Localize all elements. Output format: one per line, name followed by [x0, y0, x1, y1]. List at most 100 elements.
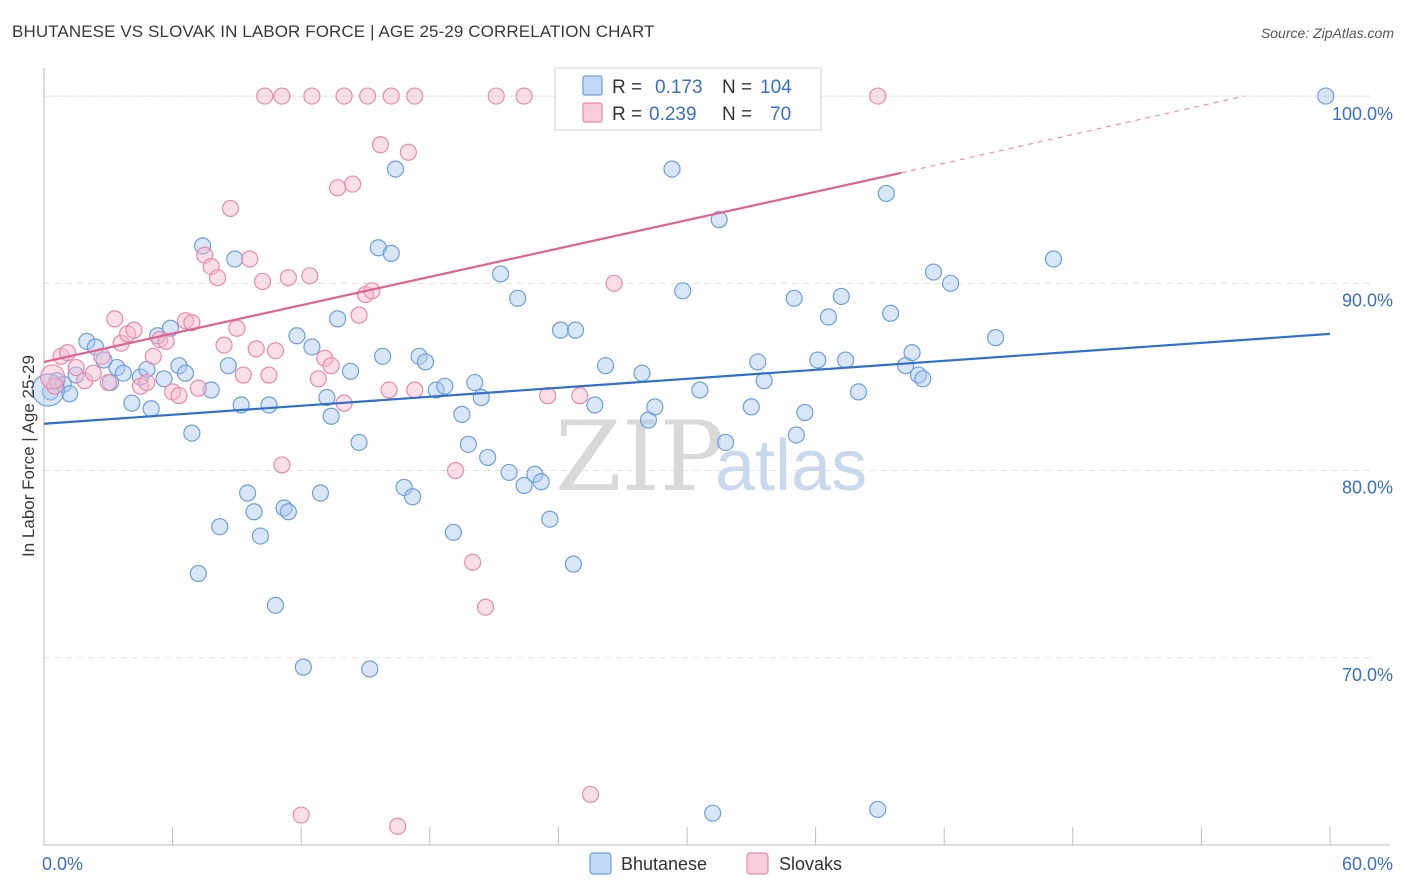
watermark-atlas: atlas — [715, 426, 867, 506]
x-tick-label-min: 0.0% — [42, 854, 83, 874]
legend-r-value-2: 0.239 — [649, 104, 697, 125]
series-legend: Bhutanese Slovaks — [589, 852, 842, 875]
data-point — [144, 347, 162, 365]
data-point — [787, 426, 805, 444]
data-point — [459, 435, 477, 453]
data-point — [142, 400, 160, 418]
data-point — [46, 377, 64, 395]
legend-r-label-2: R = — [612, 104, 642, 125]
data-point — [341, 362, 360, 380]
data-point — [399, 143, 417, 161]
watermark: ZIP atlas — [555, 401, 867, 513]
data-point — [359, 87, 377, 105]
data-point — [303, 338, 321, 356]
source-credit: Source: ZipAtlas.com — [1260, 25, 1394, 41]
data-point — [311, 484, 330, 502]
data-point — [819, 308, 838, 326]
data-point — [406, 381, 424, 399]
data-point — [61, 385, 79, 403]
data-point — [877, 184, 895, 203]
data-point — [633, 364, 651, 382]
data-point — [176, 364, 195, 382]
data-point — [288, 327, 306, 345]
data-point — [849, 383, 868, 401]
legend-n-label-2: N = — [722, 104, 752, 125]
data-point — [380, 381, 398, 399]
data-point — [245, 503, 263, 521]
data-point — [371, 136, 390, 154]
data-point — [176, 312, 195, 330]
data-point — [903, 343, 921, 362]
data-point — [209, 269, 227, 287]
legend-swatch-bhutanese — [582, 75, 603, 96]
series-slovaks-points — [39, 87, 887, 835]
axes — [43, 68, 1390, 846]
data-point — [564, 555, 583, 573]
data-point — [987, 329, 1005, 347]
data-point — [292, 806, 310, 824]
data-point — [605, 274, 623, 292]
data-point — [755, 372, 773, 390]
data-point — [219, 357, 237, 375]
data-point — [581, 785, 600, 804]
data-point-cluster — [39, 364, 66, 390]
data-point — [228, 319, 246, 337]
data-point — [479, 448, 497, 467]
data-point — [189, 564, 207, 583]
data-point — [382, 244, 400, 262]
data-point — [453, 405, 471, 423]
data-point — [303, 87, 321, 105]
data-point — [138, 373, 156, 392]
data-point — [361, 660, 379, 678]
data-point — [509, 289, 527, 307]
data-point — [487, 87, 505, 105]
data-point — [541, 510, 559, 528]
data-point — [254, 272, 272, 291]
data-point — [329, 179, 347, 197]
data-point — [646, 398, 664, 416]
data-point — [350, 306, 368, 324]
data-point — [515, 87, 533, 105]
data-point — [382, 87, 400, 105]
data-point — [716, 433, 735, 452]
data-point — [586, 396, 604, 414]
data-point — [125, 321, 143, 339]
data-point — [239, 484, 257, 502]
watermark-zip: ZIP — [555, 401, 724, 513]
data-point — [942, 274, 960, 292]
data-point — [335, 87, 353, 105]
data-point — [389, 817, 407, 835]
data-point — [78, 332, 96, 350]
data-point — [309, 370, 327, 388]
data-point — [674, 282, 692, 300]
data-point — [532, 473, 550, 491]
data-point — [914, 370, 932, 388]
data-point — [374, 347, 392, 365]
data-point — [318, 388, 336, 407]
data-point — [322, 357, 340, 375]
data-point — [202, 381, 220, 399]
trend-line-bhutanese — [43, 332, 1331, 425]
data-point — [427, 381, 445, 399]
x-tick-labels: 0.0% 60.0% — [42, 854, 1393, 874]
series-legend-label-bhutanese: Bhutanese — [621, 854, 707, 874]
data-point — [170, 387, 188, 405]
data-point — [350, 433, 368, 452]
data-point — [84, 364, 102, 382]
data-point — [446, 461, 465, 480]
data-point — [273, 456, 291, 474]
data-point — [869, 87, 887, 105]
legend-r-value-1: 0.173 — [655, 77, 703, 98]
data-point — [404, 488, 422, 506]
data-point — [279, 503, 297, 521]
data-point — [809, 351, 827, 369]
x-tick-label-max: 60.0% — [1342, 854, 1393, 874]
data-point — [279, 269, 297, 287]
data-point — [123, 394, 141, 412]
data-point — [551, 321, 570, 339]
trend-line-slovaks-extension — [901, 95, 1245, 174]
data-point — [247, 340, 265, 358]
data-point — [436, 377, 454, 395]
data-point — [869, 800, 887, 819]
